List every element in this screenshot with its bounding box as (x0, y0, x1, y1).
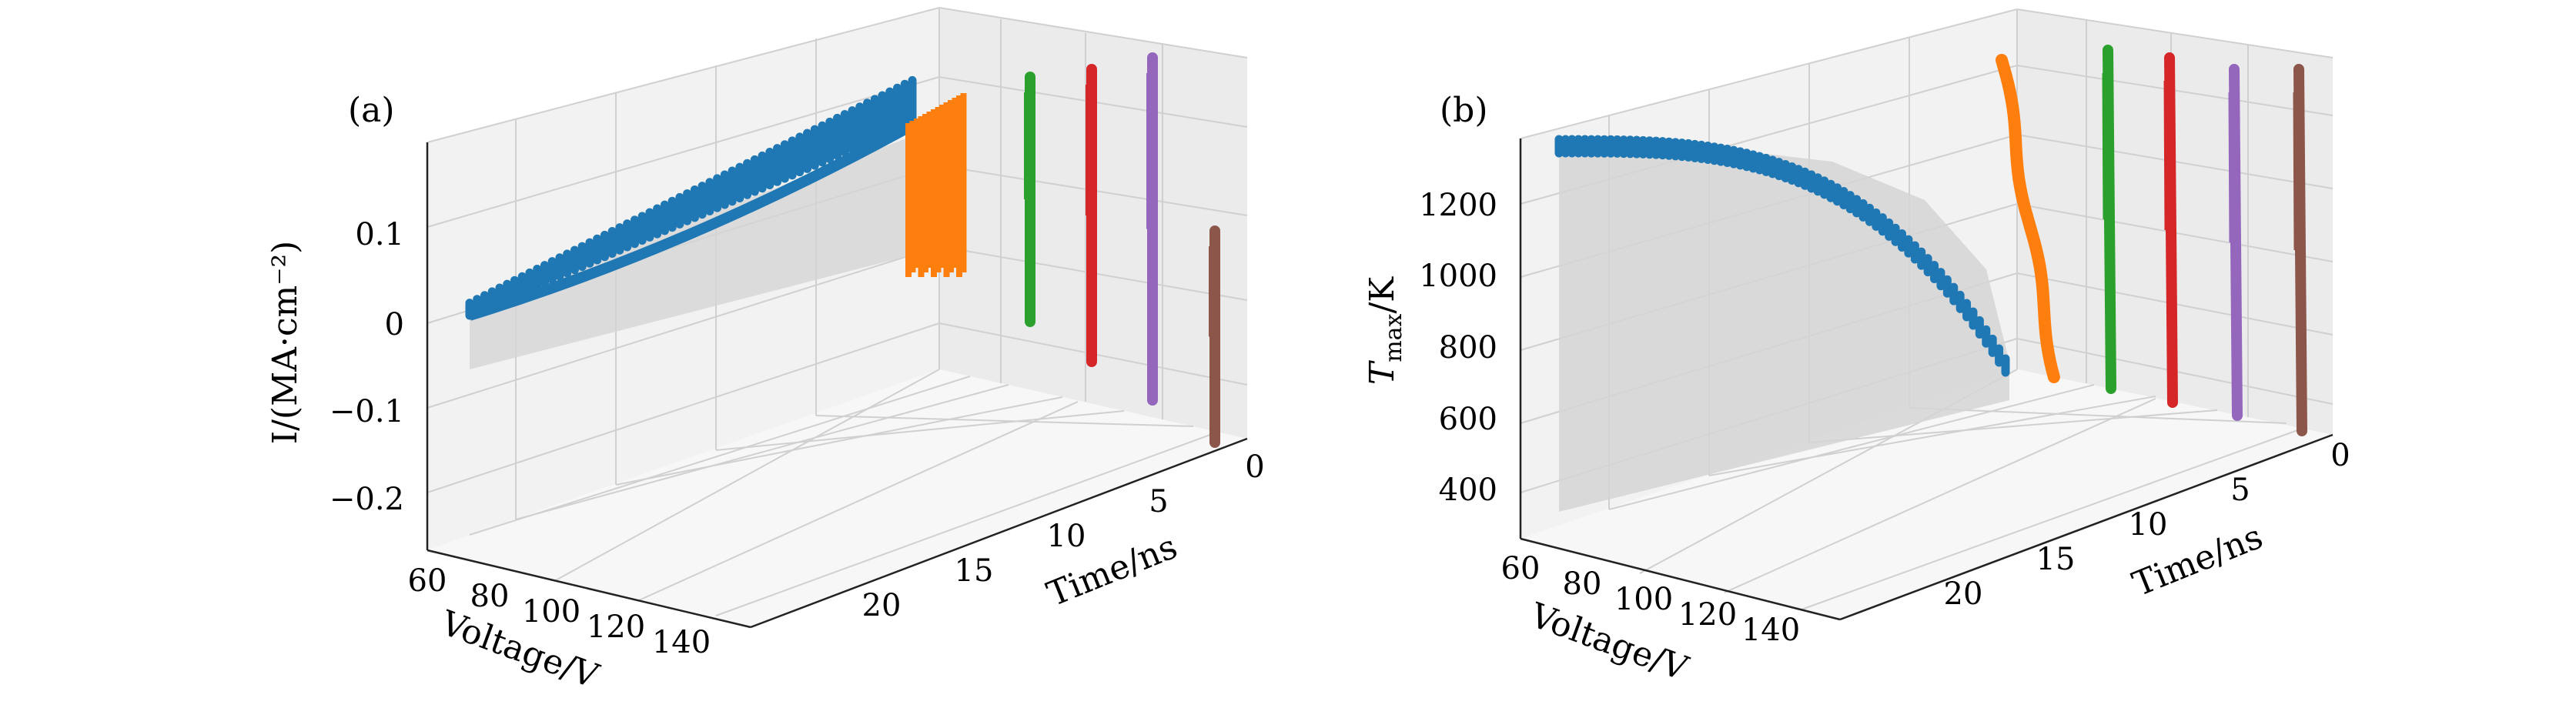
z-tick-label: 1200 (1419, 188, 1497, 223)
z-axis-label-main: T (1363, 359, 1402, 385)
panel-a-chart: 0.1 0 −0.1 −0.2 60 80 100 120 140 0 5 10… (266, 7, 1265, 696)
x-tick-label: 140 (652, 625, 711, 660)
y-tick-label: 20 (1944, 576, 1983, 612)
series-line (1146, 52, 1158, 406)
x-tick-label: 80 (1563, 566, 1602, 602)
series-line (2228, 64, 2243, 421)
x-tick-label: 120 (587, 609, 645, 645)
panel-b-chart: 1200 1000 800 600 400 60 80 100 120 140 … (1363, 8, 2350, 689)
floor-pane (427, 369, 1247, 627)
z-tick-label: 800 (1439, 330, 1497, 366)
panel-label: (b) (1440, 91, 1488, 130)
floor-pane (1521, 369, 2333, 620)
y-tick-label: 10 (2129, 507, 2168, 543)
x-tick-label: 140 (1741, 613, 1800, 648)
z-axis-label: I/(MA·cm⁻²) (266, 241, 305, 445)
series-line (1996, 54, 2060, 383)
y-tick-label: 15 (2036, 542, 2076, 577)
x-tick-label: 60 (408, 563, 447, 599)
z-tick-label: −0.2 (330, 482, 404, 517)
series-edge (467, 118, 919, 321)
z-tick-label: 0 (385, 307, 404, 342)
series-mark (2103, 45, 2116, 394)
series-mark (2293, 92, 2298, 251)
series-line (1024, 72, 1035, 327)
series-mark (2228, 92, 2233, 243)
y-tick-label: 20 (862, 588, 902, 623)
y-tick-label: 0 (2330, 438, 2350, 473)
series-mark (2164, 52, 2178, 408)
z-axis-label-unit: /K (1363, 276, 1402, 314)
x-tick-label: 80 (470, 579, 510, 614)
axes-lines (426, 142, 1248, 629)
x-tick-label: 120 (1678, 597, 1737, 633)
y-tick-label: 5 (1149, 484, 1168, 519)
x-tick-label: 100 (1614, 582, 1673, 617)
series-mark (2293, 64, 2307, 436)
z-tick-label: 600 (1439, 402, 1497, 437)
series-line (2102, 45, 2116, 394)
series-line (1554, 135, 2010, 377)
axes-lines (1519, 139, 2333, 621)
z-axis-label-sub: max (1380, 313, 1407, 362)
z-axis-label: Tmax/K (1363, 276, 1407, 385)
x-tick-label: 60 (1501, 551, 1541, 586)
series-line (2293, 64, 2307, 436)
series-line (905, 93, 967, 277)
x-tick-label: 100 (522, 594, 580, 630)
z-tick-label: 0.1 (355, 217, 404, 252)
panel-label: (a) (348, 91, 395, 130)
band-shadow (470, 135, 916, 369)
y-tick-label: 10 (1047, 519, 1086, 554)
series-mark (2102, 72, 2107, 220)
series-line (1086, 64, 1097, 367)
series-mark (2229, 64, 2243, 421)
series-mark (1996, 54, 2060, 383)
series-line (2163, 52, 2178, 408)
z-tick-label: 1000 (1419, 259, 1497, 294)
series-line (465, 75, 919, 321)
z-tick-label: 400 (1439, 473, 1497, 508)
y-tick-label: 15 (955, 553, 994, 589)
y-tick-label: 0 (1245, 449, 1264, 485)
z-tick-label: −0.1 (330, 394, 404, 429)
y-tick-label: 5 (2230, 473, 2250, 508)
series-line (1209, 225, 1220, 448)
